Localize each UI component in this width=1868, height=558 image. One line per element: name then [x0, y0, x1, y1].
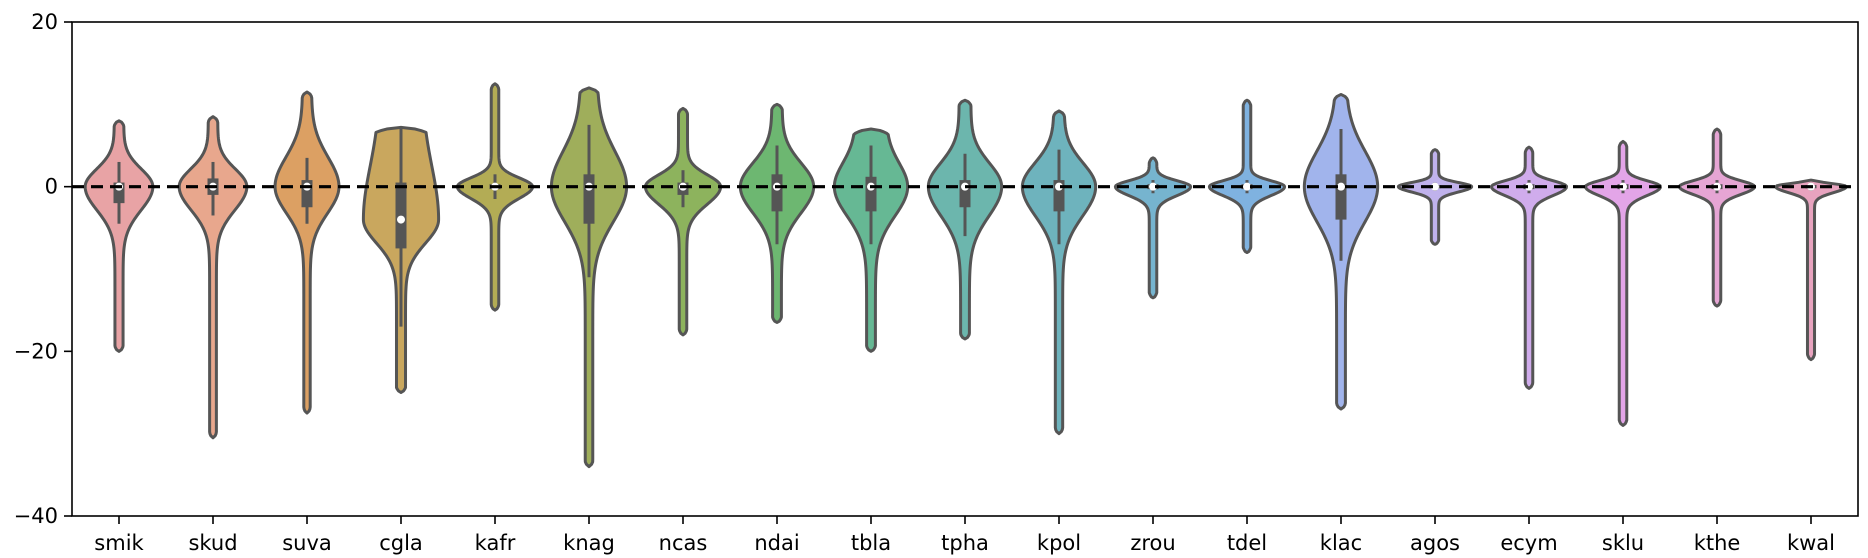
violin-body-ncas [643, 106, 723, 337]
violins-group [83, 82, 1848, 469]
x-tick-label-kthe: kthe [1694, 531, 1741, 555]
violin-kthe [1677, 127, 1757, 308]
violin-body-zrou [1113, 156, 1193, 300]
violin-kafr [455, 82, 535, 312]
x-tick-label-agos: agos [1410, 531, 1460, 555]
x-tick-label-skud: skud [188, 531, 237, 555]
iqr-box-ndai [771, 174, 783, 212]
violin-body-kpol [1020, 109, 1098, 436]
x-tick-label-suva: suva [282, 531, 332, 555]
violin-body-kwal [1774, 178, 1848, 362]
violin-kwal [1774, 178, 1848, 362]
x-tick-label-ncas: ncas [659, 531, 708, 555]
x-tick-label-cgla: cgla [379, 531, 423, 555]
x-tick-label-tdel: tdel [1227, 531, 1267, 555]
iqr-box-tbla [865, 176, 877, 212]
violin-agos [1396, 148, 1474, 246]
y-tick-label: −40 [14, 504, 58, 528]
y-tick-label: 0 [45, 175, 58, 199]
violin-body-suva [273, 90, 341, 415]
violin-klac [1302, 92, 1380, 411]
violin-cgla [361, 125, 441, 394]
x-tick-label-kwal: kwal [1787, 531, 1835, 555]
x-tick-label-smik: smik [94, 531, 144, 555]
iqr-box-smik [113, 182, 125, 204]
x-tick-label-tbla: tbla [851, 531, 891, 555]
x-tick-label-sklu: sklu [1602, 531, 1644, 555]
violin-tbla [832, 127, 910, 353]
violin-body-knag [549, 86, 629, 469]
violin-sklu [1584, 139, 1662, 427]
violin-body-smik [83, 119, 155, 353]
violin-knag [549, 86, 629, 469]
violin-zrou [1113, 156, 1193, 300]
median-marker-zrou [1149, 182, 1157, 191]
iqr-box-tpha [959, 180, 971, 208]
violin-body-sklu [1584, 139, 1662, 427]
x-tick-label-ecym: ecym [1500, 531, 1557, 555]
violin-suva [273, 90, 341, 415]
x-tick-label-kafr: kafr [475, 531, 516, 555]
x-tick-label-zrou: zrou [1130, 531, 1175, 555]
iqr-box-kpol [1053, 180, 1065, 212]
iqr-box-klac [1335, 174, 1347, 220]
median-marker-tdel [1243, 182, 1251, 191]
x-tick-label-klac: klac [1320, 531, 1362, 555]
violin-ndai [738, 102, 816, 325]
x-tick-label-kpol: kpol [1037, 531, 1081, 555]
median-marker-cgla [397, 215, 405, 224]
violin-skud [177, 115, 249, 440]
median-marker-ecym [1525, 182, 1533, 191]
y-tick-label: 20 [31, 10, 58, 34]
median-marker-agos [1431, 182, 1439, 191]
y-tick-label: −20 [14, 339, 58, 363]
x-tick-label-tpha: tpha [941, 531, 989, 555]
violin-body-agos [1396, 148, 1474, 246]
violin-kpol [1020, 109, 1098, 436]
violin-tdel [1207, 98, 1287, 255]
violin-ncas [643, 106, 723, 337]
x-tick-label-ndai: ndai [754, 531, 799, 555]
violin-body-kthe [1677, 127, 1757, 308]
violin-body-ecym [1489, 145, 1569, 390]
violin-body-tdel [1207, 98, 1287, 255]
x-axis: smik skud suva cgla kafr knag ncas ndai tbla tpha… [94, 516, 1835, 555]
y-axis: 20 0 −20 −40 [14, 10, 72, 528]
iqr-box-knag [583, 174, 595, 224]
violin-body-skud [177, 115, 249, 440]
median-marker-kpol [1055, 182, 1063, 191]
violin-tpha [926, 98, 1004, 341]
violin-smik [83, 119, 155, 353]
x-tick-label-knag: knag [563, 531, 615, 555]
iqr-box-cgla [395, 182, 407, 249]
iqr-box-suva [301, 180, 313, 208]
median-marker-klac [1337, 182, 1345, 191]
violin-ecym [1489, 145, 1569, 390]
